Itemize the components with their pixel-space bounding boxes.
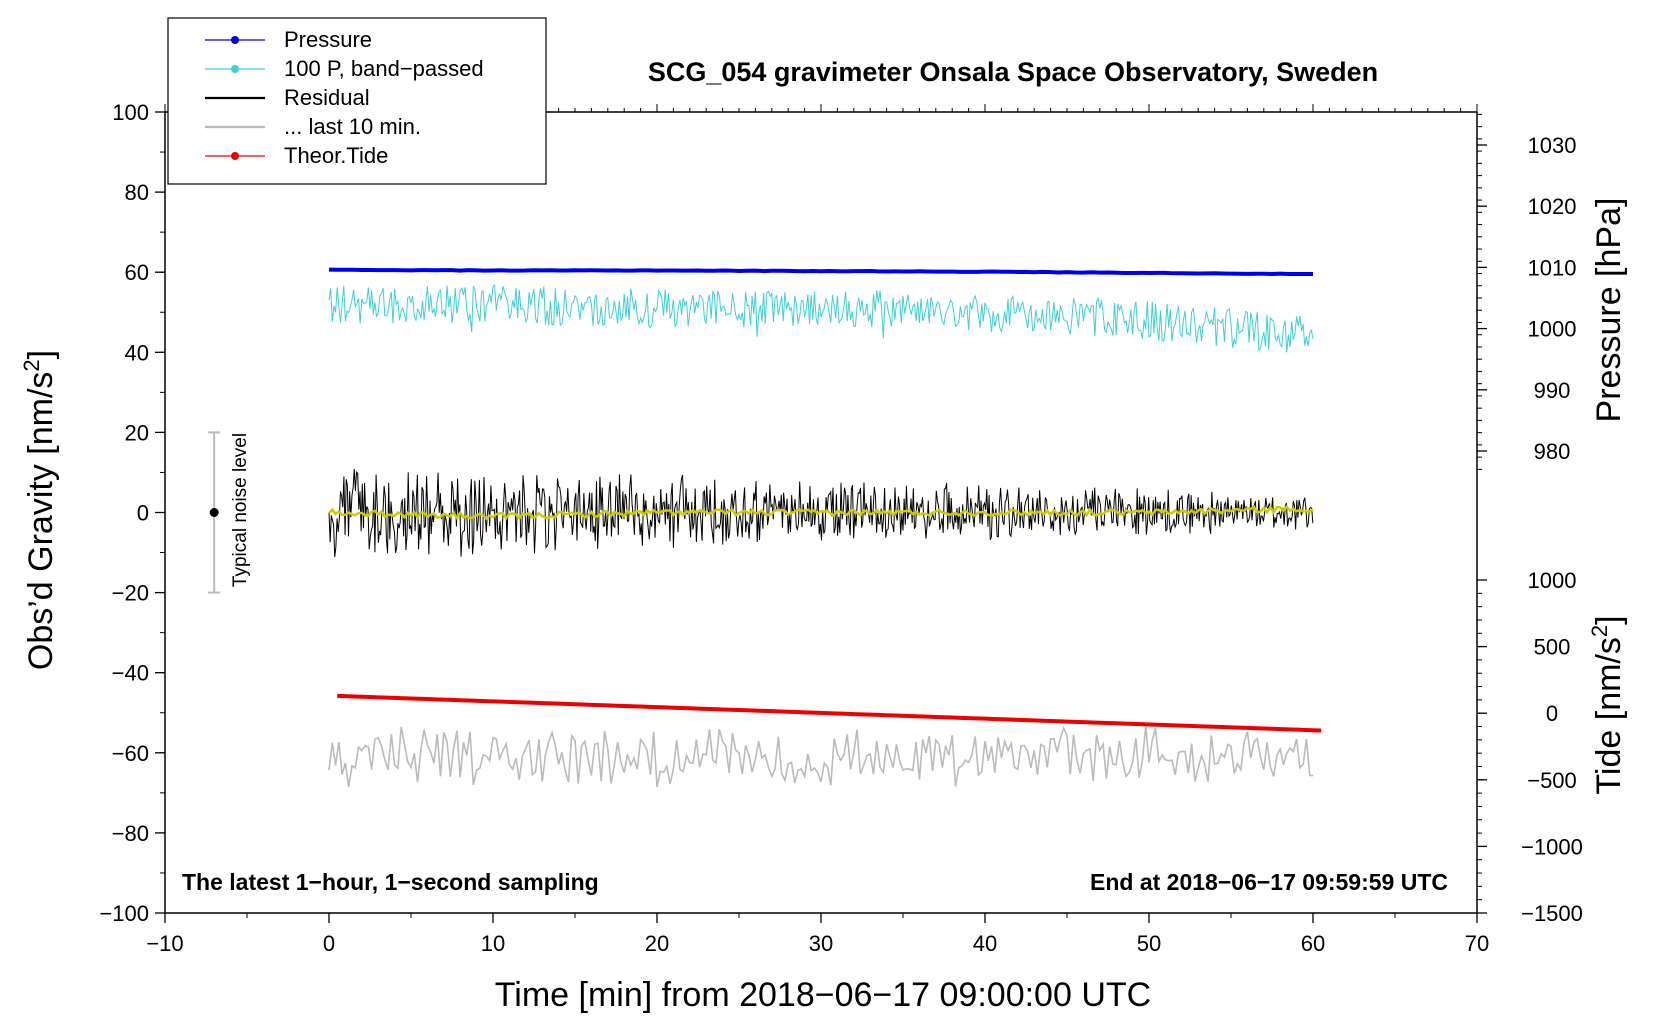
y-left-tick-label: −40	[112, 661, 149, 686]
y-left-tick-label: −60	[112, 741, 149, 766]
series-smoothed-residual-line	[328, 504, 1314, 521]
y-axis-tide-title: Tide [nm/s2]	[1587, 615, 1628, 794]
legend: Pressure 100 P, band−passed Residual ... la…	[167, 17, 547, 185]
y-left-tick-label: 80	[125, 180, 149, 205]
pressure-tick-label: 1030	[1528, 133, 1577, 158]
legend-entry-label: Pressure	[284, 27, 372, 52]
x-axis-title: Time [min] from 2018−06−17 09:00:00 UTC	[495, 976, 1151, 1014]
plot-layer	[328, 267, 1322, 788]
chart-title: SCG_054 gravimeter Onsala Space Observat…	[648, 57, 1378, 87]
series-band-passed-line	[328, 284, 1314, 353]
series-last-10-min-line	[328, 726, 1314, 788]
y-left-tick-label: 60	[125, 260, 149, 285]
y-axis-left-title: Obs’d Gravity [nm/s2]	[19, 350, 60, 670]
series-residual-line	[328, 468, 1314, 558]
noise-indicator: Typical noise level	[208, 431, 251, 594]
noise-bar-center-dot	[209, 508, 219, 517]
tide-tick-label: −500	[1527, 768, 1577, 793]
axes-layer: −10 0 10 20 30 40 50 60 70100806040200−20−40−60−…	[99, 100, 1582, 956]
legend-entry-label: 100 P, band−passed	[284, 56, 484, 81]
series-tide-line	[337, 693, 1322, 733]
x-tick-label: 60	[1301, 931, 1325, 956]
y-left-tick-label: 40	[125, 340, 149, 365]
tide-title-end: ]	[1590, 615, 1628, 624]
end-time-note: End at 2018−06−17 09:59:59 UTC	[1090, 869, 1448, 895]
tide-tick-label: 500	[1534, 635, 1571, 660]
x-tick-label: −10	[146, 931, 183, 956]
y-left-title-main: Obs’d Gravity [nm/s	[22, 372, 60, 671]
tide-title-main: Tide [nm/s	[1590, 637, 1628, 794]
tide-tick-label: 0	[1546, 701, 1558, 726]
legend-entry-label: Theor.Tide	[284, 143, 388, 168]
y-left-tick-label: 0	[137, 501, 149, 526]
y-left-tick-label: 20	[125, 420, 149, 445]
y-left-tick-label: 100	[112, 100, 149, 125]
x-tick-label: 70	[1465, 931, 1489, 956]
legend-swatch-dot	[231, 65, 239, 73]
series-pressure-line	[328, 267, 1314, 277]
legend-entry-label: Residual	[284, 85, 370, 110]
y-left-tick-label: −80	[112, 821, 149, 846]
tide-title-sup: 2	[1587, 625, 1612, 637]
y-left-tick-label: −20	[112, 581, 149, 606]
y-left-title-end: ]	[22, 350, 60, 359]
legend-swatch-dot	[231, 152, 239, 160]
x-tick-label: 40	[973, 931, 997, 956]
x-tick-label: 50	[1137, 931, 1161, 956]
y-left-title-sup: 2	[19, 359, 44, 371]
x-tick-label: 30	[809, 931, 833, 956]
pressure-tick-label: 1010	[1528, 255, 1577, 280]
legend-entry-label: ... last 10 min.	[284, 114, 421, 139]
legend-swatch-dot	[231, 36, 239, 44]
x-tick-label: 20	[645, 931, 669, 956]
pressure-tick-label: 1000	[1528, 317, 1577, 342]
tide-tick-label: −1000	[1521, 834, 1583, 859]
x-tick-label: 10	[481, 931, 505, 956]
pressure-tick-label: 990	[1534, 378, 1571, 403]
y-axis-pressure-title: Pressure [hPa]	[1590, 198, 1628, 423]
y-left-tick-label: −100	[99, 901, 149, 926]
tide-tick-label: 1000	[1528, 568, 1577, 593]
sampling-note: The latest 1−hour, 1−second sampling	[182, 869, 599, 895]
pressure-tick-label: 1020	[1528, 194, 1577, 219]
noise-label: Typical noise level	[230, 433, 251, 587]
x-tick-label: 0	[323, 931, 335, 956]
pressure-tick-label: 980	[1534, 439, 1571, 464]
tide-tick-label: −1500	[1521, 901, 1583, 926]
